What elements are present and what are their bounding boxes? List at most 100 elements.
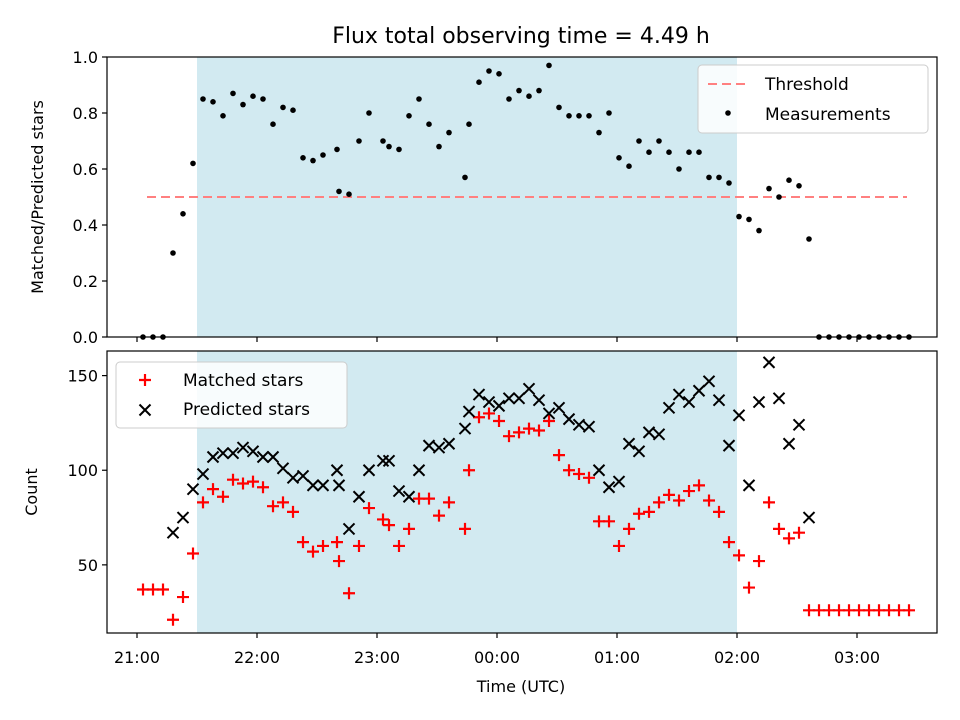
matched-star-point [333, 555, 345, 568]
matched-star-point [247, 475, 259, 488]
predicted-star-point [226, 446, 240, 460]
predicted-star-point [612, 475, 626, 488]
matched-star-point [363, 502, 375, 515]
bottom-y-axis-label: Count [22, 468, 41, 516]
top-panel: 0.0 0.2 0.4 0.6 0.8 1.0 Threshold Measurements [73, 48, 938, 347]
matched-star-point [257, 481, 269, 494]
measurement-point [706, 174, 712, 181]
measurement-point [230, 90, 236, 97]
measurement-point [180, 211, 186, 217]
x-tick-label: 21:00 [114, 648, 160, 667]
legend-measurements-label: Measurements [765, 105, 891, 125]
predicted-star-point [572, 418, 586, 432]
matched-star-point [277, 496, 289, 509]
matched-star-point [423, 492, 435, 505]
matched-star-point [217, 490, 229, 503]
measurement-point [290, 107, 296, 113]
measurement-point [300, 155, 306, 161]
measurement-point [696, 149, 702, 155]
matched-star-point [543, 415, 555, 428]
y-tick-label: 150 [67, 367, 98, 386]
predicted-star-point [622, 437, 636, 450]
matched-star-point [317, 539, 329, 552]
measurement-point [666, 149, 672, 155]
measurement-point [516, 87, 522, 94]
measurement-point [596, 129, 602, 136]
predicted-star-point [176, 511, 190, 524]
predicted-star-point [266, 450, 280, 464]
predicted-star-point [582, 420, 596, 433]
predicted-star-point [402, 490, 416, 503]
matched-star-point [563, 464, 575, 477]
measurement-point [270, 121, 276, 127]
measurement-point [756, 227, 762, 234]
y-tick-label: 50 [78, 556, 98, 575]
matched-star-point [663, 488, 675, 501]
x-tick-label: 23:00 [354, 648, 400, 667]
legend-bottom: Matched stars Predicted stars [115, 361, 348, 429]
measurement-point [726, 180, 732, 186]
measurement-point [636, 138, 642, 144]
measurement-point [486, 68, 492, 74]
predicted-star-point [186, 482, 200, 496]
legend-box [697, 64, 929, 134]
matched-star-point [713, 505, 725, 518]
predicted-star-point [206, 450, 220, 464]
matched-star-point [723, 536, 735, 549]
measurement-point [786, 177, 792, 183]
measurement-point [576, 113, 582, 119]
y-tick-label: 0.4 [73, 216, 98, 235]
predicted-star-point [502, 392, 516, 405]
measurement-point [210, 99, 216, 105]
measurement-point [496, 71, 502, 77]
matched-star-point [343, 587, 355, 600]
y-tick-label: 0.2 [73, 272, 98, 291]
matched-star-point [307, 545, 319, 558]
predicted-star-point [352, 490, 366, 503]
legend-matched-swatch [139, 374, 151, 386]
measurement-point [416, 96, 422, 102]
matched-star-point [513, 426, 525, 439]
predicted-star-point [732, 409, 746, 422]
measurement-point [546, 62, 552, 69]
predicted-star-point [316, 479, 330, 492]
matched-star-point [673, 494, 685, 507]
matched-star-point [177, 591, 189, 604]
measurement-point [766, 185, 772, 192]
measurement-point [526, 93, 532, 99]
matched-star-point [331, 536, 343, 549]
matched-star-point [167, 613, 179, 626]
predicted-star-point [652, 428, 666, 441]
predicted-star-point [702, 375, 716, 388]
matched-star-point [503, 430, 515, 443]
predicted-star-point [166, 526, 180, 539]
matched-star-point [753, 555, 765, 568]
measurement-point [616, 155, 622, 161]
predicted-star-point [792, 418, 806, 432]
measurement-point [626, 163, 632, 169]
matched-star-point [793, 526, 805, 539]
predicted-star-point [562, 412, 576, 426]
matched-star-point [583, 471, 595, 484]
predicted-star-point [296, 469, 310, 483]
predicted-star-point [482, 395, 496, 409]
predicted-star-point [362, 464, 376, 477]
measurement-point [356, 138, 362, 144]
matched-star-point [393, 539, 405, 552]
matched-star-point [433, 509, 445, 522]
measurement-point [806, 236, 812, 242]
matched-star-point [207, 483, 219, 496]
x-tick-label: 03:00 [834, 648, 880, 667]
predicted-star-point [196, 467, 210, 481]
predicted-star-point [712, 394, 726, 407]
predicted-star-point [692, 384, 706, 397]
matched-star-point [743, 581, 755, 594]
measurement-point [280, 104, 286, 111]
measurement-point [170, 250, 176, 256]
measurement-point [334, 146, 340, 153]
y-tick-label: 0.0 [73, 328, 98, 347]
predicted-star-point [772, 392, 786, 405]
measurement-point [250, 93, 256, 99]
predicted-star-point [462, 405, 476, 418]
